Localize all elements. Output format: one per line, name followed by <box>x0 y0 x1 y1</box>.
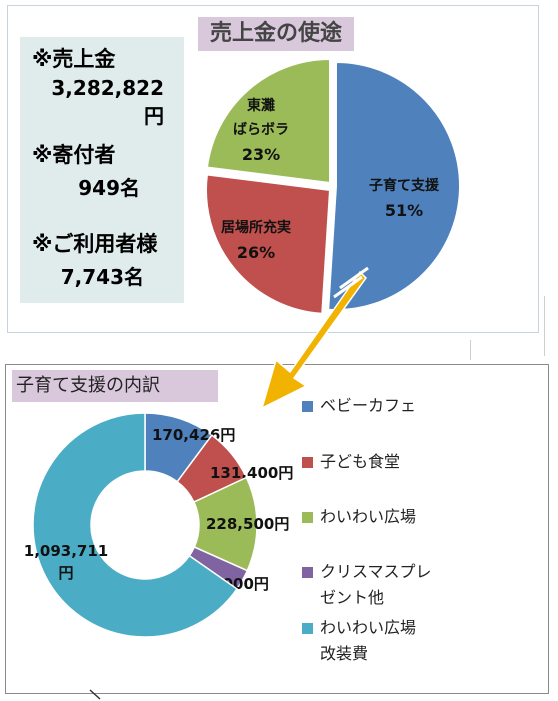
decorative-mark <box>89 689 101 700</box>
stats-box: ※売上金 3,282,822円 ※寄付者 949名 ※ご利用者様 7,743名 <box>20 37 184 303</box>
pie-slice-percent: 51% <box>385 201 423 220</box>
pie-slice <box>205 173 332 315</box>
donut-data-label: 1,093,711 <box>24 542 108 560</box>
users-value: 7,743名 <box>60 265 144 289</box>
arrow-stripe <box>339 266 369 290</box>
pie-slice-percent: 23% <box>242 145 280 164</box>
legend-swatch <box>302 457 313 468</box>
legend-swatch <box>302 623 313 634</box>
legend-swatch <box>302 401 313 412</box>
sales-label: ※売上金 <box>32 47 116 71</box>
donut-segment <box>32 412 239 638</box>
sales-value: 3,282,822円 <box>51 76 164 128</box>
top-chart-title: 売上金の使途 <box>198 17 354 51</box>
legend-item-waiwai-plaza: わいわい広場 <box>302 504 416 530</box>
pie-slice-label: ばらボラ <box>233 122 289 138</box>
pie-slice <box>205 57 331 185</box>
arrow-stripe <box>333 275 363 299</box>
donors-label: ※寄付者 <box>32 143 116 167</box>
divider-line <box>470 340 471 360</box>
pie-slice-label: 東灘 <box>247 97 275 114</box>
pie-slice-percent: 26% <box>237 243 275 262</box>
arrow-shape <box>260 270 367 410</box>
legend-swatch <box>302 567 313 578</box>
legend-item-baby-cafe: ベビーカフェ <box>302 393 416 419</box>
legend-item-kids-cafeteria: 子ども食堂 <box>302 449 400 475</box>
legend-item-renovation: わいわい広場 改装費 <box>302 615 416 667</box>
legend-item-christmas: クリスマスプレ ゼント他 <box>302 559 432 611</box>
divider-line <box>544 296 545 356</box>
donut-data-label: 228,500円 <box>206 515 289 533</box>
arrow-pointer <box>260 266 369 410</box>
bottom-panel <box>5 364 549 694</box>
pie-slice <box>327 60 462 311</box>
donut-data-label: 170,426円 <box>152 426 235 444</box>
bottom-chart-title: 子育て支援の内訳 <box>12 370 218 402</box>
pie-slice-label: 子育て支援 <box>369 177 440 194</box>
bottom-donut-chart: 170,426円131,400円228,500円50,000円1,093,711… <box>24 412 293 700</box>
legend-swatch <box>302 512 313 523</box>
users-label: ※ご利用者様 <box>32 232 158 256</box>
pie-slice-label: 居場所充実 <box>221 219 291 236</box>
donors-value: 949名 <box>78 176 140 200</box>
donut-data-label: 円 <box>58 564 73 582</box>
donut-data-label: 131,400円 <box>210 464 293 482</box>
